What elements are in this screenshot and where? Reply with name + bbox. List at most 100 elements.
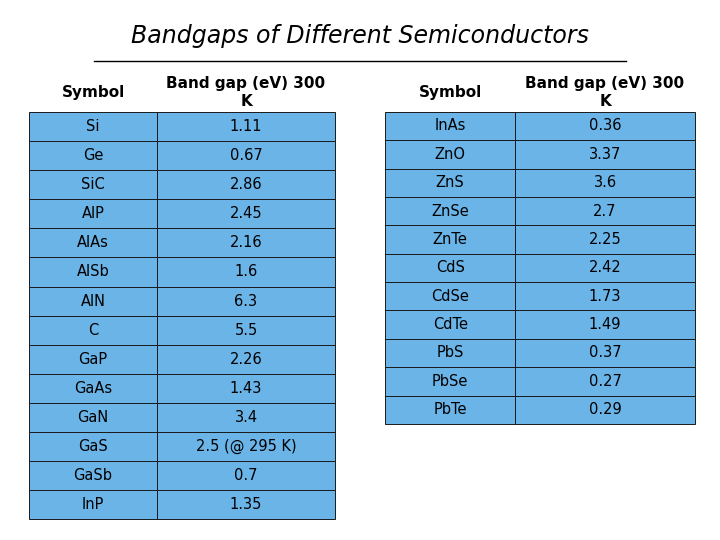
Bar: [516, 310, 695, 339]
Bar: [385, 140, 516, 168]
Text: 3.37: 3.37: [589, 147, 621, 162]
Text: GaS: GaS: [78, 439, 108, 454]
Text: AlN: AlN: [81, 294, 106, 308]
Bar: [158, 315, 335, 345]
Text: AlP: AlP: [81, 206, 104, 221]
Bar: [158, 170, 335, 199]
Bar: [29, 403, 158, 432]
Text: 2.5 (@ 295 K): 2.5 (@ 295 K): [196, 439, 297, 454]
Text: C: C: [88, 323, 98, 338]
Bar: [158, 112, 335, 141]
Text: CdSe: CdSe: [431, 289, 469, 303]
Text: 1.6: 1.6: [235, 265, 258, 279]
Text: GaP: GaP: [78, 352, 107, 367]
Text: GaAs: GaAs: [74, 381, 112, 396]
Bar: [29, 490, 158, 519]
Text: 1.73: 1.73: [589, 289, 621, 303]
Bar: [385, 367, 516, 395]
Text: 2.7: 2.7: [593, 204, 617, 219]
Bar: [158, 199, 335, 228]
Text: 3.4: 3.4: [235, 410, 258, 425]
Bar: [385, 112, 516, 140]
Text: 0.29: 0.29: [589, 402, 621, 417]
Bar: [516, 254, 695, 282]
Bar: [385, 310, 516, 339]
Bar: [158, 258, 335, 287]
Bar: [158, 141, 335, 170]
Text: 6.3: 6.3: [235, 294, 258, 308]
Bar: [29, 258, 158, 287]
Bar: [158, 345, 335, 374]
Bar: [516, 395, 695, 424]
Text: 2.42: 2.42: [589, 260, 621, 275]
Text: 1.49: 1.49: [589, 317, 621, 332]
Text: 1.11: 1.11: [230, 119, 262, 134]
Text: 2.26: 2.26: [230, 352, 262, 367]
Text: PbS: PbS: [436, 346, 464, 361]
Bar: [29, 112, 158, 141]
Bar: [158, 490, 335, 519]
Text: CdS: CdS: [436, 260, 464, 275]
Bar: [158, 287, 335, 315]
Bar: [385, 197, 516, 225]
Bar: [385, 339, 516, 367]
Text: 0.27: 0.27: [588, 374, 621, 389]
Bar: [516, 168, 695, 197]
Text: PbSe: PbSe: [432, 374, 469, 389]
Bar: [29, 228, 158, 258]
Bar: [158, 432, 335, 461]
Bar: [29, 287, 158, 315]
Bar: [516, 367, 695, 395]
Bar: [516, 339, 695, 367]
Bar: [385, 282, 516, 310]
Text: AlSb: AlSb: [77, 265, 109, 279]
Bar: [385, 395, 516, 424]
Text: ZnS: ZnS: [436, 175, 464, 190]
Bar: [29, 461, 158, 490]
Text: 0.7: 0.7: [234, 468, 258, 483]
Text: Ge: Ge: [83, 148, 103, 163]
Bar: [385, 225, 516, 254]
Text: 2.86: 2.86: [230, 177, 262, 192]
Text: 1.43: 1.43: [230, 381, 262, 396]
Text: GaSb: GaSb: [73, 468, 112, 483]
Text: SiC: SiC: [81, 177, 105, 192]
Text: PbTe: PbTe: [433, 402, 467, 417]
Text: Symbol: Symbol: [418, 85, 482, 100]
Bar: [516, 282, 695, 310]
Text: 0.67: 0.67: [230, 148, 262, 163]
Bar: [29, 199, 158, 228]
Bar: [29, 141, 158, 170]
Text: ZnTe: ZnTe: [433, 232, 468, 247]
Text: ZnO: ZnO: [435, 147, 466, 162]
Text: Band gap (eV) 300
K: Band gap (eV) 300 K: [166, 76, 325, 109]
Bar: [29, 432, 158, 461]
Bar: [158, 461, 335, 490]
Text: InP: InP: [82, 497, 104, 512]
Text: 5.5: 5.5: [235, 323, 258, 338]
Text: 1.35: 1.35: [230, 497, 262, 512]
Text: 2.45: 2.45: [230, 206, 262, 221]
Text: 0.37: 0.37: [589, 346, 621, 361]
Text: Si: Si: [86, 119, 100, 134]
Bar: [516, 140, 695, 168]
Text: Symbol: Symbol: [61, 85, 125, 100]
Text: 3.6: 3.6: [593, 175, 616, 190]
Bar: [29, 170, 158, 199]
Text: 2.16: 2.16: [230, 235, 262, 251]
Bar: [516, 197, 695, 225]
Text: GaN: GaN: [78, 410, 109, 425]
Bar: [158, 403, 335, 432]
Text: 2.25: 2.25: [589, 232, 621, 247]
Bar: [29, 315, 158, 345]
Bar: [158, 374, 335, 403]
Text: AlAs: AlAs: [77, 235, 109, 251]
Bar: [516, 112, 695, 140]
Text: CdTe: CdTe: [433, 317, 468, 332]
Bar: [158, 228, 335, 258]
Text: 0.36: 0.36: [589, 118, 621, 133]
Bar: [385, 254, 516, 282]
Bar: [29, 374, 158, 403]
Bar: [385, 168, 516, 197]
Bar: [29, 345, 158, 374]
